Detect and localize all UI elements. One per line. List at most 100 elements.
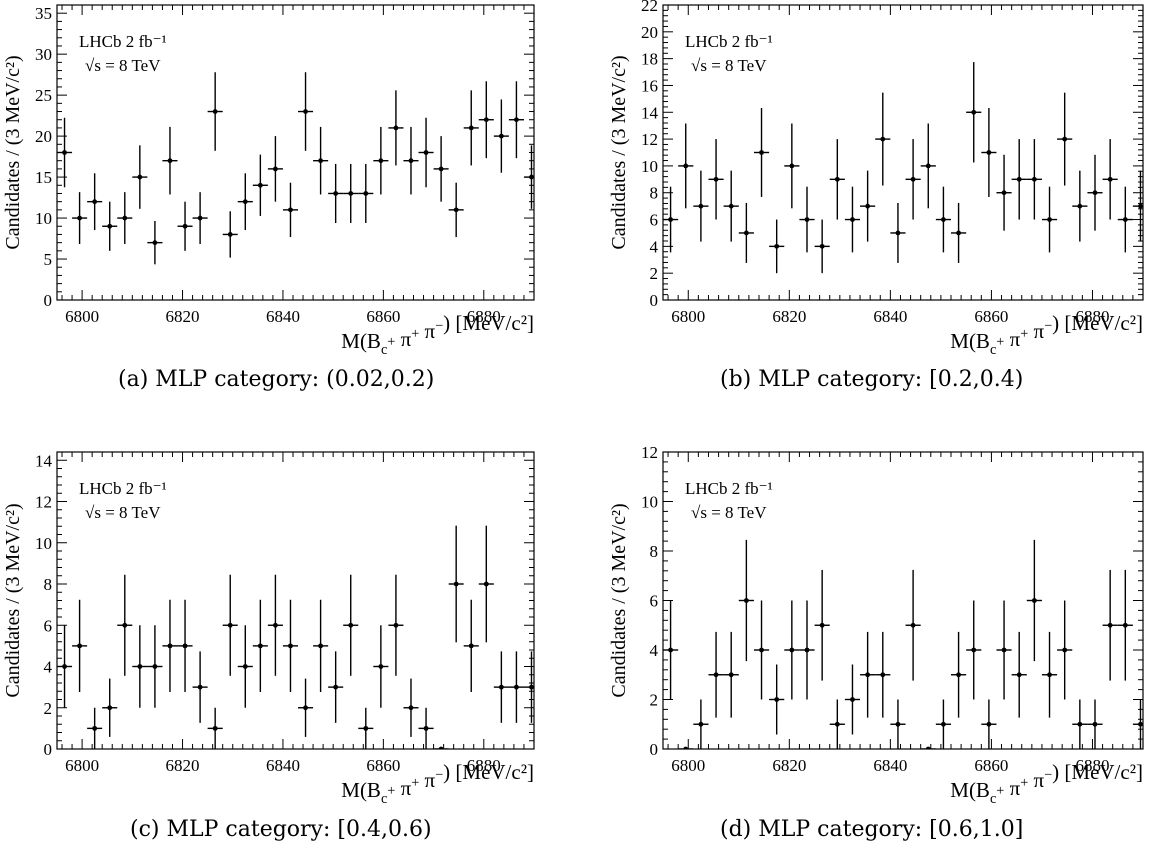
- marker: [468, 125, 474, 131]
- y-tick-label: 4: [650, 641, 659, 660]
- marker: [1031, 598, 1037, 603]
- data-point: [678, 746, 694, 749]
- data-point: [890, 202, 906, 263]
- marker: [865, 672, 871, 678]
- x-axis-label: M(Bc+ π+ π−) [MeV/c²]: [950, 760, 1143, 807]
- marker: [925, 746, 931, 749]
- data-point: [875, 631, 891, 718]
- data-point: [117, 192, 133, 244]
- data-point: [403, 678, 419, 737]
- data-point: [373, 126, 389, 195]
- data-point: [72, 599, 88, 692]
- x-tick-label: 6800: [671, 756, 705, 775]
- data-point: [57, 625, 73, 708]
- marker: [333, 684, 339, 690]
- y-tick-label: 12: [641, 443, 658, 462]
- marker: [728, 672, 734, 678]
- data-point: [860, 170, 876, 242]
- data-point: [1087, 699, 1103, 749]
- data-point: [388, 574, 404, 676]
- caption-d: (d) MLP category: [0.6,1.0]: [720, 817, 1024, 842]
- y-tick-label: 0: [650, 740, 659, 759]
- y-tick-label: 2: [650, 691, 659, 710]
- marker: [668, 647, 673, 653]
- x-tick-label: 6820: [772, 756, 806, 775]
- x-tick-label: 6860: [366, 307, 400, 326]
- marker: [1107, 622, 1113, 628]
- x-tick-label: 6840: [266, 756, 300, 775]
- data-point: [663, 600, 679, 700]
- energy-label: √s = 8 TeV: [691, 503, 767, 522]
- marker: [1122, 217, 1128, 222]
- y-tick-label: 8: [44, 575, 53, 594]
- marker: [212, 725, 218, 731]
- data-point: [799, 186, 815, 253]
- data-point: [1011, 139, 1027, 220]
- data-point: [222, 211, 238, 258]
- marker: [363, 191, 369, 196]
- marker: [483, 581, 489, 587]
- y-tick-label: 25: [35, 86, 52, 105]
- y-tick-label: 10: [641, 493, 658, 512]
- marker: [834, 176, 840, 182]
- marker: [880, 136, 886, 142]
- data-point: [403, 126, 419, 195]
- data-point: [1026, 139, 1042, 220]
- marker: [971, 109, 977, 115]
- data-point: [753, 108, 770, 197]
- marker: [498, 133, 504, 139]
- data-point: [57, 117, 73, 188]
- marker: [774, 243, 780, 249]
- marker: [941, 217, 946, 222]
- marker: [273, 622, 278, 628]
- panel-d: 6800 6820 6840 6860 6880 0 2 4 6 8 10 12 M(Bc+ π+ π−…: [608, 443, 1144, 807]
- y-tick-label: 10: [641, 157, 658, 176]
- data-point: [1102, 569, 1118, 681]
- data-point: [1041, 186, 1058, 253]
- marker: [107, 705, 113, 711]
- marker: [834, 721, 840, 727]
- data-point: [693, 170, 709, 242]
- data-point: [723, 170, 739, 242]
- data-point: [328, 651, 344, 723]
- marker: [62, 150, 67, 155]
- marker: [819, 243, 825, 249]
- y-tick-label: 14: [35, 451, 53, 470]
- data-point: [738, 202, 754, 263]
- marker: [468, 643, 474, 649]
- data-point: [935, 186, 951, 253]
- y-tick-label: 2: [44, 699, 53, 718]
- marker: [378, 158, 384, 164]
- y-tick-label: 12: [35, 493, 52, 512]
- energy-label: √s = 8 TeV: [85, 503, 161, 522]
- marker: [92, 725, 98, 731]
- data-point: [951, 631, 967, 718]
- panel-b: 6800 6820 6840 6860 6880 0 2 4 6 8 10 12 14 16 18 20 22 M…: [608, 0, 1144, 358]
- marker: [212, 109, 218, 114]
- x-tick-label: 6800: [65, 307, 99, 326]
- marker: [423, 150, 429, 155]
- data-point: [478, 525, 494, 643]
- data-point: [298, 678, 314, 737]
- experiment-label: LHCb 2 fb⁻¹: [685, 479, 773, 498]
- marker: [137, 174, 143, 180]
- data-point: [753, 600, 770, 700]
- data-point: [844, 664, 861, 735]
- marker: [774, 697, 780, 702]
- data-point: [147, 625, 163, 708]
- marker: [804, 217, 810, 222]
- y-tick-label: 20: [35, 127, 52, 146]
- x-tick-label: 6840: [873, 756, 907, 775]
- x-tick-label: 6880: [1075, 307, 1109, 326]
- data-point: [890, 699, 906, 749]
- data-point: [313, 126, 329, 195]
- marker: [77, 643, 82, 649]
- data-point: [523, 145, 534, 209]
- marker: [303, 109, 308, 114]
- y-tick-label: 6: [650, 211, 659, 230]
- data-point: [1117, 569, 1133, 681]
- marker: [789, 647, 795, 653]
- data-point: [1132, 699, 1143, 749]
- data-point: [418, 117, 434, 188]
- marker: [910, 622, 916, 628]
